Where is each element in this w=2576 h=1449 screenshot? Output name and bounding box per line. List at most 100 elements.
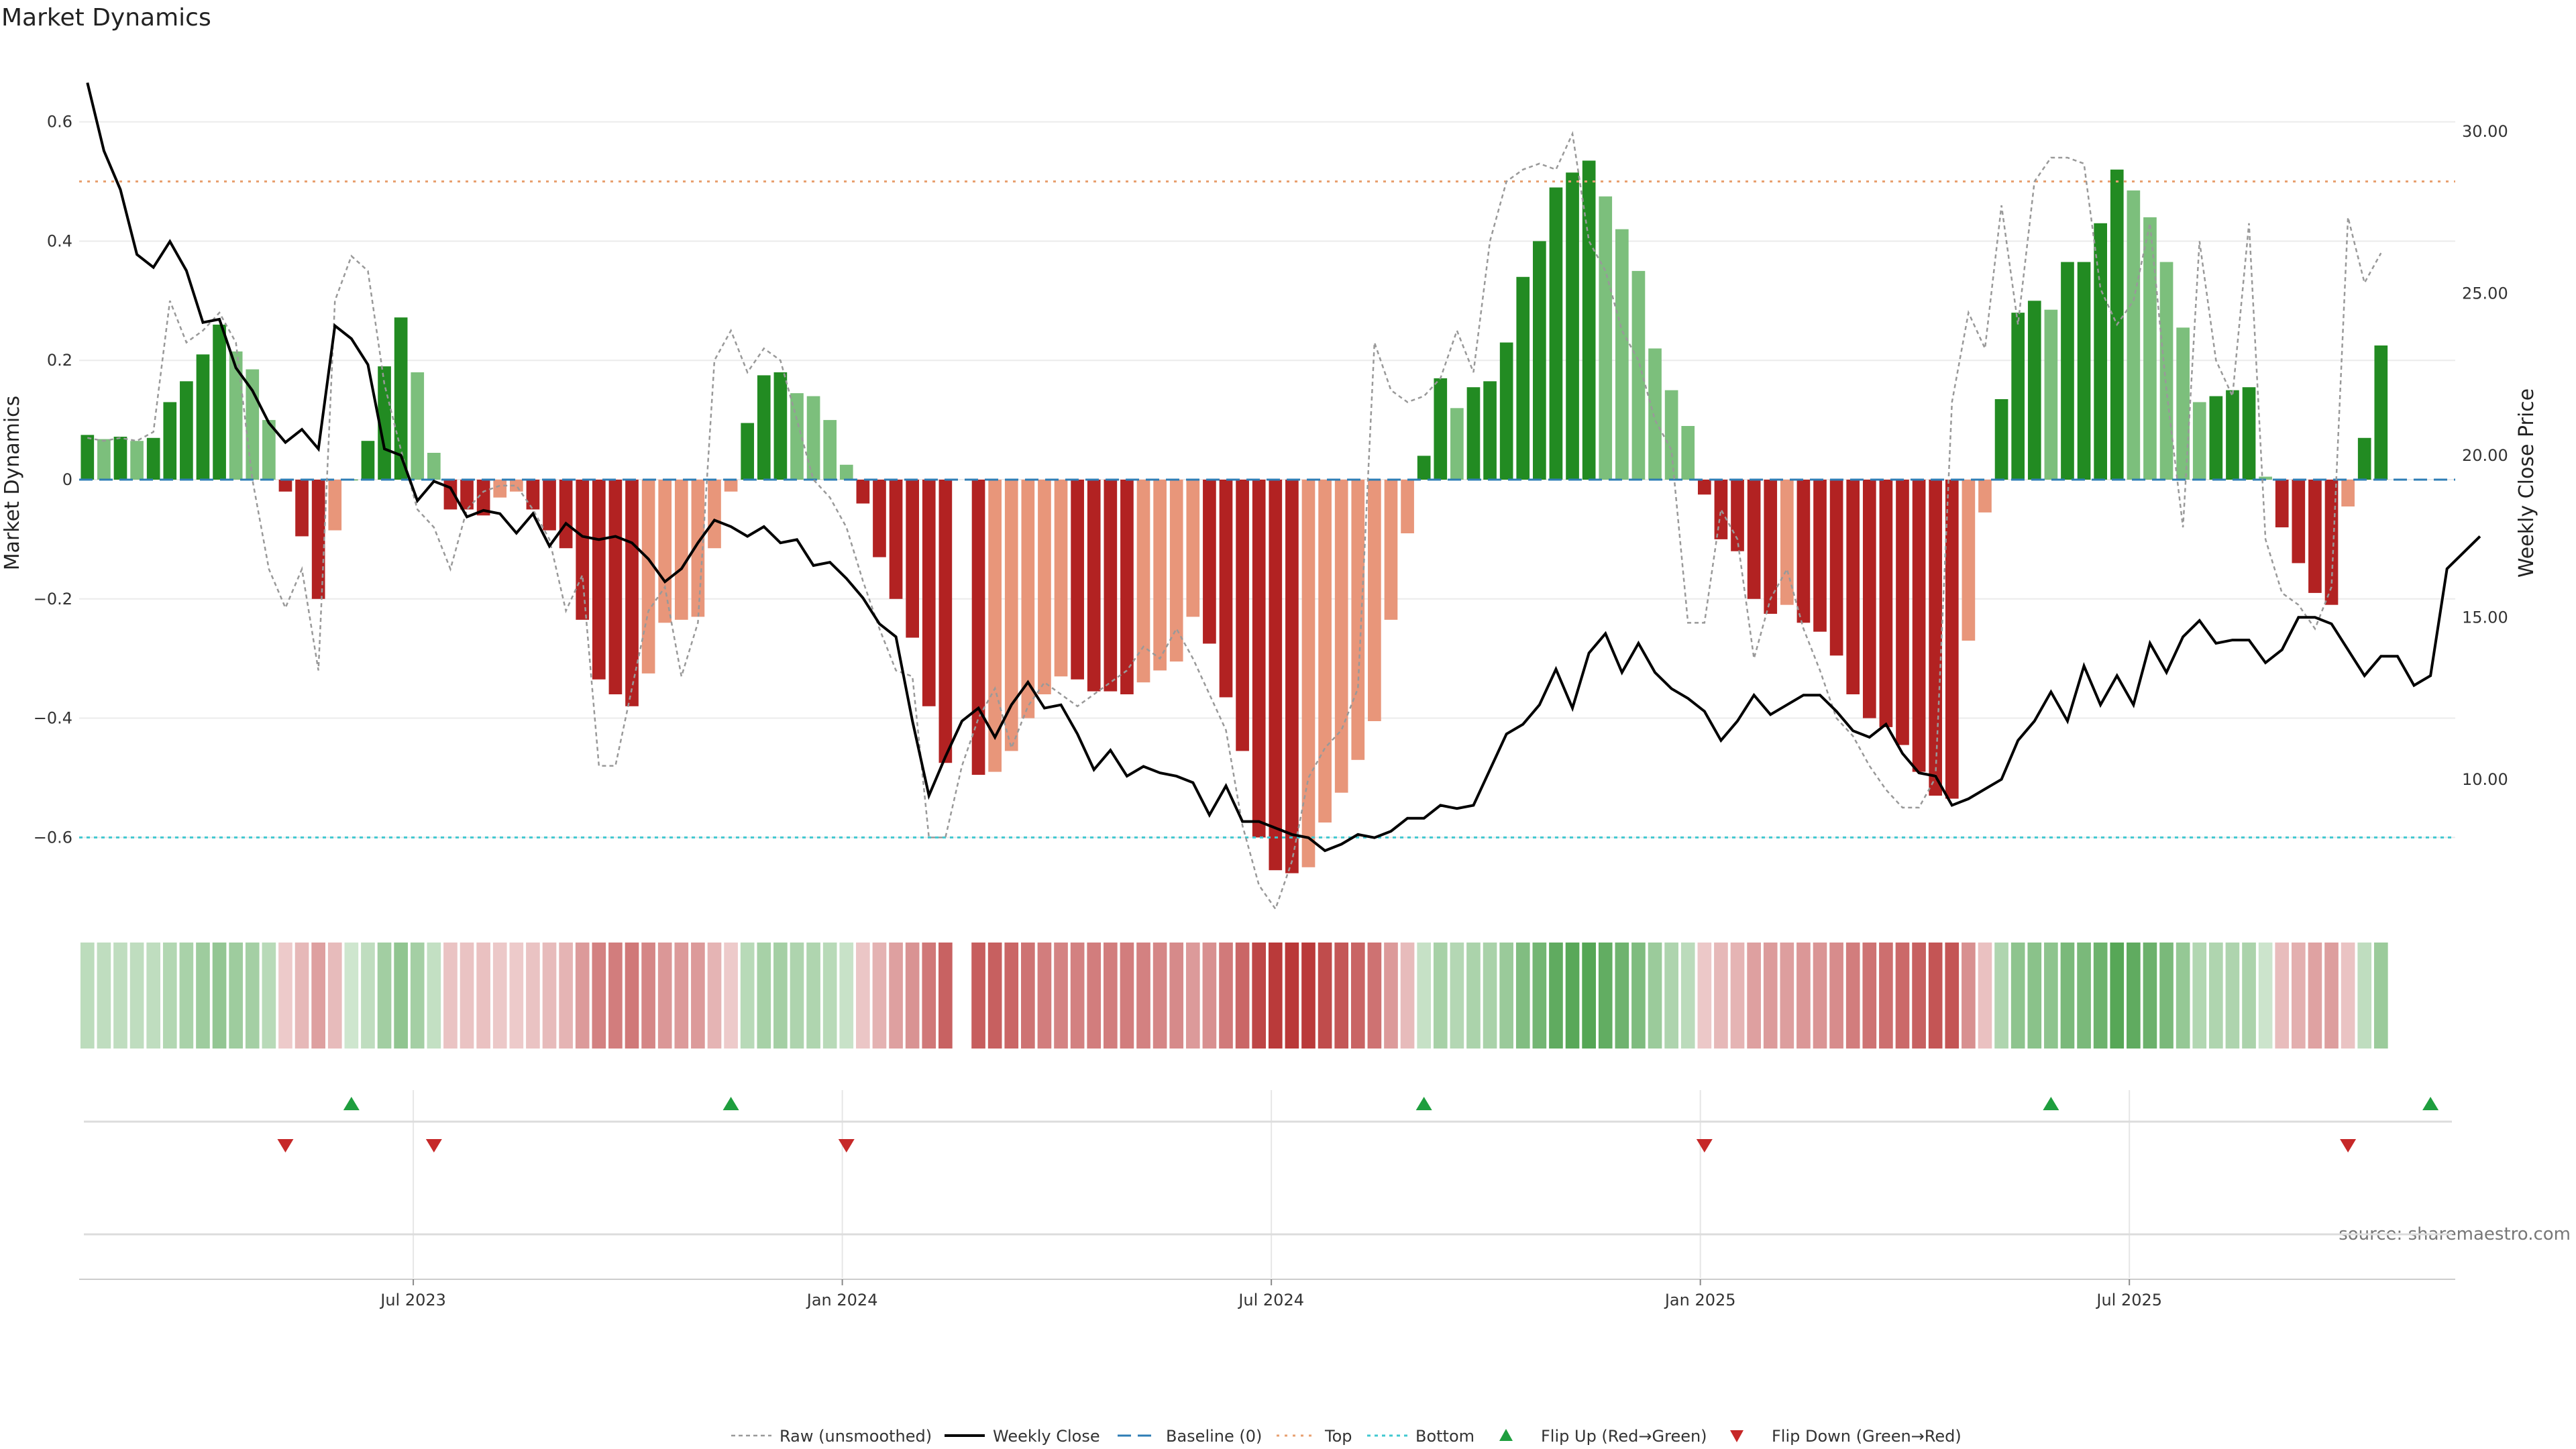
heat-cell xyxy=(2093,943,2108,1049)
legend-label: Weekly Close xyxy=(993,1427,1100,1446)
heat-cell xyxy=(196,943,210,1049)
dynamics-bar xyxy=(2308,480,2322,593)
dynamics-bar xyxy=(80,435,95,480)
dynamics-bar xyxy=(1203,480,1216,644)
heat-cell xyxy=(542,943,557,1049)
dynamics-bar xyxy=(674,480,688,620)
dynamics-bar xyxy=(2094,223,2107,480)
heat-cell xyxy=(2060,943,2075,1049)
heat-cell xyxy=(1829,943,1843,1049)
heat-cell xyxy=(113,943,127,1049)
flip-up-marker xyxy=(2422,1097,2439,1110)
heat-cell xyxy=(1813,943,1827,1049)
chart-title: Market Dynamics xyxy=(1,4,211,32)
legend-label: Raw (unsmoothed) xyxy=(780,1427,932,1446)
right-tick-label: 30.00 xyxy=(2462,122,2508,141)
heat-cell xyxy=(1235,943,1250,1049)
legend-label: Flip Down (Green→Red) xyxy=(1772,1427,1962,1446)
heat-cell xyxy=(443,943,458,1049)
heat-cell xyxy=(1763,943,1778,1049)
heat-cell xyxy=(1994,943,2008,1049)
dynamics-bar xyxy=(1896,480,1909,745)
dynamics-bar xyxy=(97,439,111,480)
dynamics-bar xyxy=(2242,387,2256,480)
heat-cell xyxy=(1120,943,1134,1049)
dynamics-bar xyxy=(2143,217,2157,480)
dynamics-bar xyxy=(1252,480,1266,838)
legend-flip-down-symbol xyxy=(1730,1430,1743,1442)
flip-down-marker xyxy=(425,1139,442,1152)
heat-cell xyxy=(575,943,590,1049)
dynamics-bar xyxy=(1764,480,1778,614)
dynamics-bar xyxy=(1697,480,1711,495)
heat-cell xyxy=(2308,943,2322,1049)
dynamics-bar xyxy=(625,480,639,706)
dynamics-bar xyxy=(526,480,540,510)
dynamics-bar xyxy=(1664,390,1678,480)
dynamics-bar xyxy=(1483,381,1497,480)
left-tick-label: 0.6 xyxy=(47,113,72,131)
heat-cell xyxy=(2176,943,2190,1049)
heat-cell xyxy=(2242,943,2256,1049)
heat-cell xyxy=(1730,943,1745,1049)
heat-cell xyxy=(2225,943,2240,1049)
dynamics-bar xyxy=(1054,480,1068,677)
heat-cell xyxy=(1219,943,1233,1049)
dynamics-bar xyxy=(1087,480,1101,692)
flip-down-marker xyxy=(838,1139,855,1152)
heat-cell xyxy=(311,943,325,1049)
dynamics-bar xyxy=(1104,480,1118,692)
dynamics-bar xyxy=(1450,408,1464,480)
heat-cell xyxy=(1367,943,1382,1049)
x-tick-label: Jul 2025 xyxy=(2095,1291,2162,1309)
dynamics-bar xyxy=(1994,399,2008,480)
dynamics-bar xyxy=(1829,480,1843,656)
legend-flip-up-symbol xyxy=(1499,1429,1513,1441)
dynamics-bar xyxy=(1499,342,1513,480)
heat-cell xyxy=(872,943,887,1049)
heat-cell xyxy=(2373,943,2388,1049)
dynamics-bar xyxy=(1301,480,1316,867)
x-axis: Jul 2023 Jan 2024 Jul 2024 Jan 2025 Jul 2025 xyxy=(79,1279,2455,1309)
dynamics-bar xyxy=(2044,309,2058,480)
heat-cell xyxy=(971,943,985,1049)
dynamics-bar xyxy=(2324,480,2339,605)
heat-cell xyxy=(1978,943,1992,1049)
dynamics-bar xyxy=(592,480,606,680)
heat-cell xyxy=(2357,943,2372,1049)
flip-up-marker xyxy=(1415,1097,1432,1110)
dynamics-bar xyxy=(2275,480,2289,528)
heat-cell xyxy=(740,943,755,1049)
heat-cell xyxy=(1499,943,1513,1049)
heat-cell xyxy=(625,943,639,1049)
heat-cell xyxy=(1136,943,1150,1049)
heat-cell xyxy=(2341,943,2355,1049)
dynamics-bar xyxy=(1681,426,1695,480)
dynamics-bar xyxy=(1071,480,1084,680)
heat-cell xyxy=(1928,943,1943,1049)
flip-down-marker xyxy=(277,1139,294,1152)
dynamics-bar xyxy=(2061,262,2074,480)
left-tick-label: 0.4 xyxy=(47,231,72,250)
heat-cell xyxy=(460,943,474,1049)
heat-cell xyxy=(806,943,820,1049)
heat-cell xyxy=(1400,943,1415,1049)
left-tick-label: 0.2 xyxy=(47,351,72,370)
left-tick-label: 0 xyxy=(62,470,72,489)
dynamics-bar xyxy=(2341,480,2355,506)
dynamics-bar xyxy=(1714,480,1728,539)
heat-cell xyxy=(1549,943,1563,1049)
heat-cell xyxy=(2127,943,2141,1049)
heat-cell xyxy=(1615,943,1629,1049)
heat-cell xyxy=(1152,943,1167,1049)
heat-cell xyxy=(1845,943,1860,1049)
dynamics-bar xyxy=(1862,480,1876,718)
heat-cell xyxy=(1515,943,1530,1049)
heat-cell xyxy=(938,943,953,1049)
heat-cell xyxy=(1598,943,1613,1049)
heat-cell xyxy=(1103,943,1118,1049)
dynamics-bar xyxy=(988,480,1002,772)
dynamics-bar xyxy=(1731,480,1744,551)
heat-cell xyxy=(2110,943,2125,1049)
dynamics-bar xyxy=(1615,229,1629,480)
